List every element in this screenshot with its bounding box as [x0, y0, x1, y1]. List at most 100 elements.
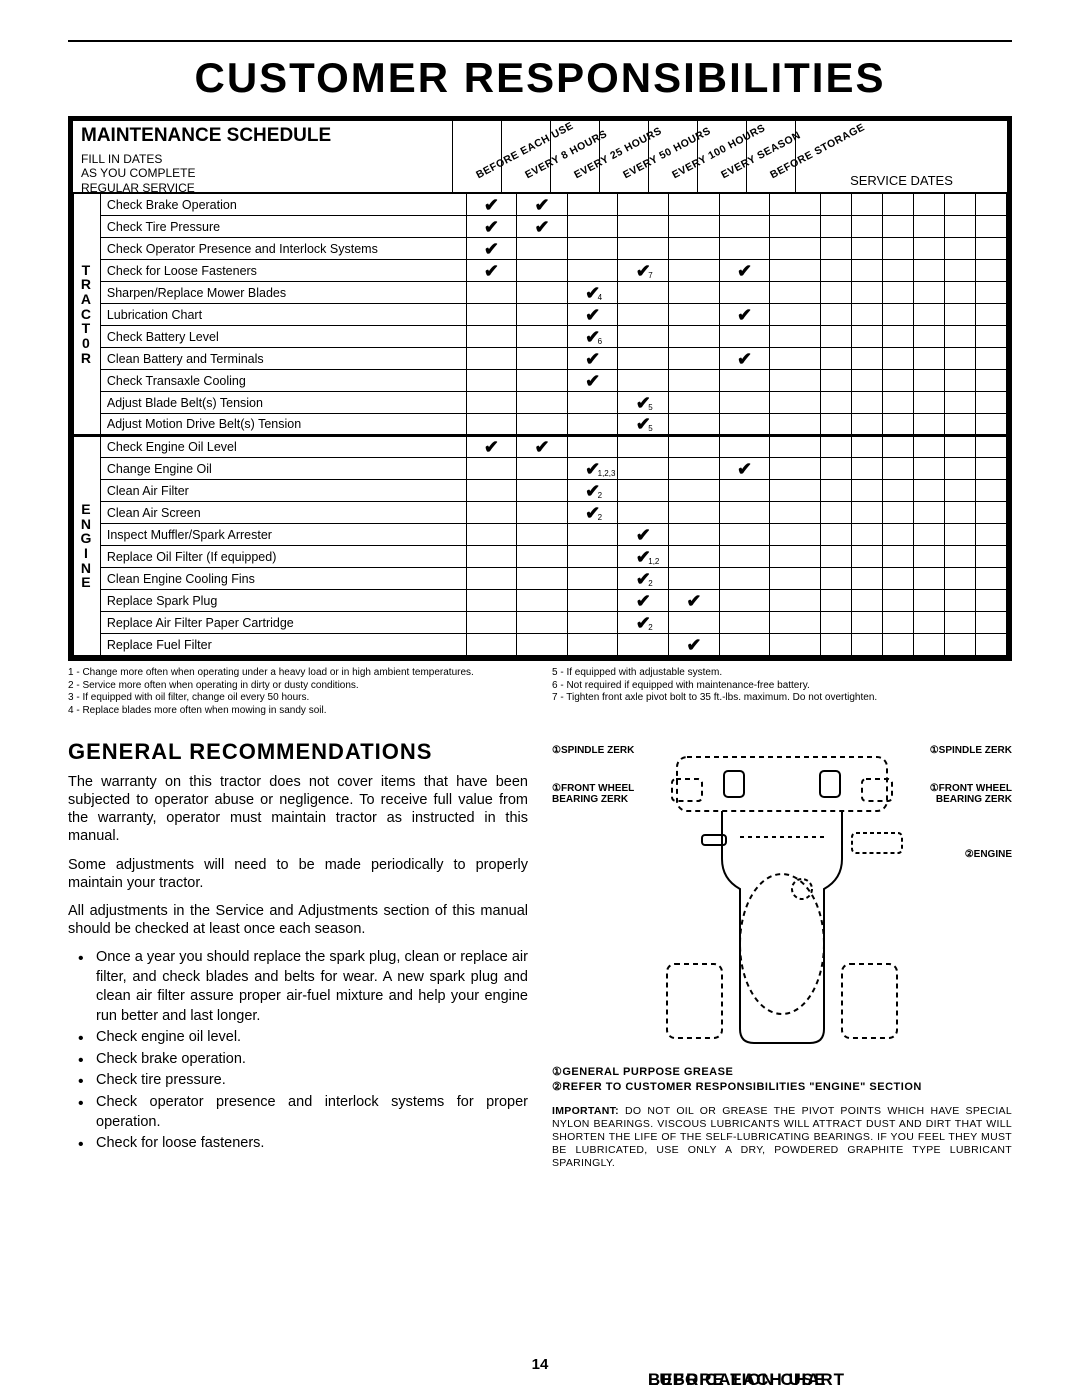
service-date-cell — [975, 546, 1006, 568]
schedule-interval-headers: BEFORE EACH USEEVERY 8 HOURSEVERY 25 HOU… — [453, 121, 1007, 192]
check-cell: ✔ — [618, 524, 669, 546]
lube-legend: ①GENERAL PURPOSE GREASE ②REFER TO CUSTOM… — [552, 1065, 1012, 1095]
service-date-cell — [913, 370, 944, 392]
check-cell: ✔ — [567, 370, 618, 392]
service-date-cell — [851, 436, 882, 458]
interval-header: EVERY 100 HOURS — [649, 121, 698, 192]
body-columns: GENERAL RECOMMENDATIONS The warranty on … — [68, 739, 1012, 1170]
check-cell: ✔ — [567, 304, 618, 326]
check-cell — [719, 612, 770, 634]
check-cell — [567, 524, 618, 546]
before-item: Check tire pressure. — [72, 1071, 528, 1091]
check-cell — [719, 194, 770, 216]
check-cell — [517, 590, 568, 612]
service-date-cell — [820, 282, 851, 304]
important-note: IMPORTANT: DO NOT OIL OR GREASE THE PIVO… — [552, 1105, 1012, 1171]
check-cell: ✔6 — [567, 326, 618, 348]
check-cell — [770, 502, 821, 524]
service-date-cell — [882, 392, 913, 414]
check-cell — [466, 304, 517, 326]
service-date-cell — [851, 194, 882, 216]
check-cell — [466, 590, 517, 612]
check-cell: ✔ — [669, 590, 720, 612]
check-cell — [719, 216, 770, 238]
service-date-cell — [913, 282, 944, 304]
service-date-cell — [851, 304, 882, 326]
task-cell: Check Brake Operation — [100, 194, 466, 216]
check-cell — [770, 590, 821, 612]
service-date-cell — [820, 458, 851, 480]
check-cell — [669, 238, 720, 260]
check-cell — [770, 634, 821, 656]
task-cell: Replace Spark Plug — [100, 590, 466, 612]
check-cell: ✔ — [466, 260, 517, 282]
schedule-table: TRACT0RCheck Brake Operation✔✔Check Tire… — [73, 193, 1007, 656]
check-cell: ✔ — [517, 194, 568, 216]
check-cell: ✔ — [466, 436, 517, 458]
check-cell: ✔2 — [618, 568, 669, 590]
service-date-cell — [913, 480, 944, 502]
check-cell: ✔5 — [618, 392, 669, 414]
check-cell — [719, 436, 770, 458]
check-cell — [770, 568, 821, 590]
check-cell — [618, 634, 669, 656]
check-cell — [669, 304, 720, 326]
service-date-cell — [913, 634, 944, 656]
check-cell — [517, 326, 568, 348]
service-date-cell — [820, 568, 851, 590]
service-date-cell — [944, 568, 975, 590]
service-date-cell — [882, 348, 913, 370]
service-date-cell — [944, 194, 975, 216]
service-date-cell — [851, 370, 882, 392]
service-date-cell — [975, 436, 1006, 458]
general-para: All adjustments in the Service and Adjus… — [68, 902, 528, 938]
service-date-cell — [851, 568, 882, 590]
check-cell — [618, 282, 669, 304]
service-date-cell — [851, 502, 882, 524]
check-cell — [618, 216, 669, 238]
check-cell — [669, 348, 720, 370]
service-date-cell — [975, 348, 1006, 370]
before-item: Check operator presence and interlock sy… — [72, 1093, 528, 1132]
service-date-cell — [820, 634, 851, 656]
footnotes-right: 5 - If equipped with adjustable system.6… — [552, 667, 1012, 717]
service-date-cell — [975, 634, 1006, 656]
footnote: 1 - Change more often when operating und… — [68, 667, 528, 680]
check-cell — [669, 480, 720, 502]
service-date-cell — [975, 282, 1006, 304]
check-cell — [466, 458, 517, 480]
check-cell — [770, 216, 821, 238]
check-cell — [719, 568, 770, 590]
task-cell: Replace Fuel Filter — [100, 634, 466, 656]
service-date-cell — [944, 348, 975, 370]
service-date-cell — [851, 590, 882, 612]
footnote: 2 - Service more often when operating in… — [68, 680, 528, 693]
service-date-cell — [882, 590, 913, 612]
check-cell — [466, 414, 517, 436]
page-number: 14 — [0, 1356, 1080, 1373]
service-date-cell — [913, 348, 944, 370]
task-cell: Check Operator Presence and Interlock Sy… — [100, 238, 466, 260]
service-date-cell — [944, 326, 975, 348]
check-cell — [770, 480, 821, 502]
check-cell — [770, 238, 821, 260]
fill-line: REGULAR SERVICE — [81, 181, 444, 195]
check-cell: ✔ — [719, 348, 770, 370]
service-date-cell — [975, 216, 1006, 238]
service-date-cell — [820, 304, 851, 326]
check-cell — [517, 634, 568, 656]
check-cell — [669, 282, 720, 304]
service-date-cell — [944, 458, 975, 480]
service-date-cell — [944, 524, 975, 546]
legend-2: ②REFER TO CUSTOMER RESPONSIBILITIES "ENG… — [552, 1080, 1012, 1095]
check-cell — [567, 590, 618, 612]
callout-wheel-l: ①FRONT WHEEL BEARING ZERK — [552, 783, 662, 805]
service-date-cell — [882, 260, 913, 282]
check-cell: ✔1,2,3 — [567, 458, 618, 480]
check-cell — [517, 348, 568, 370]
check-cell — [618, 480, 669, 502]
task-cell: Replace Oil Filter (If equipped) — [100, 546, 466, 568]
service-date-cell — [975, 238, 1006, 260]
group-label: TRACT0R — [74, 194, 101, 436]
check-cell — [618, 458, 669, 480]
